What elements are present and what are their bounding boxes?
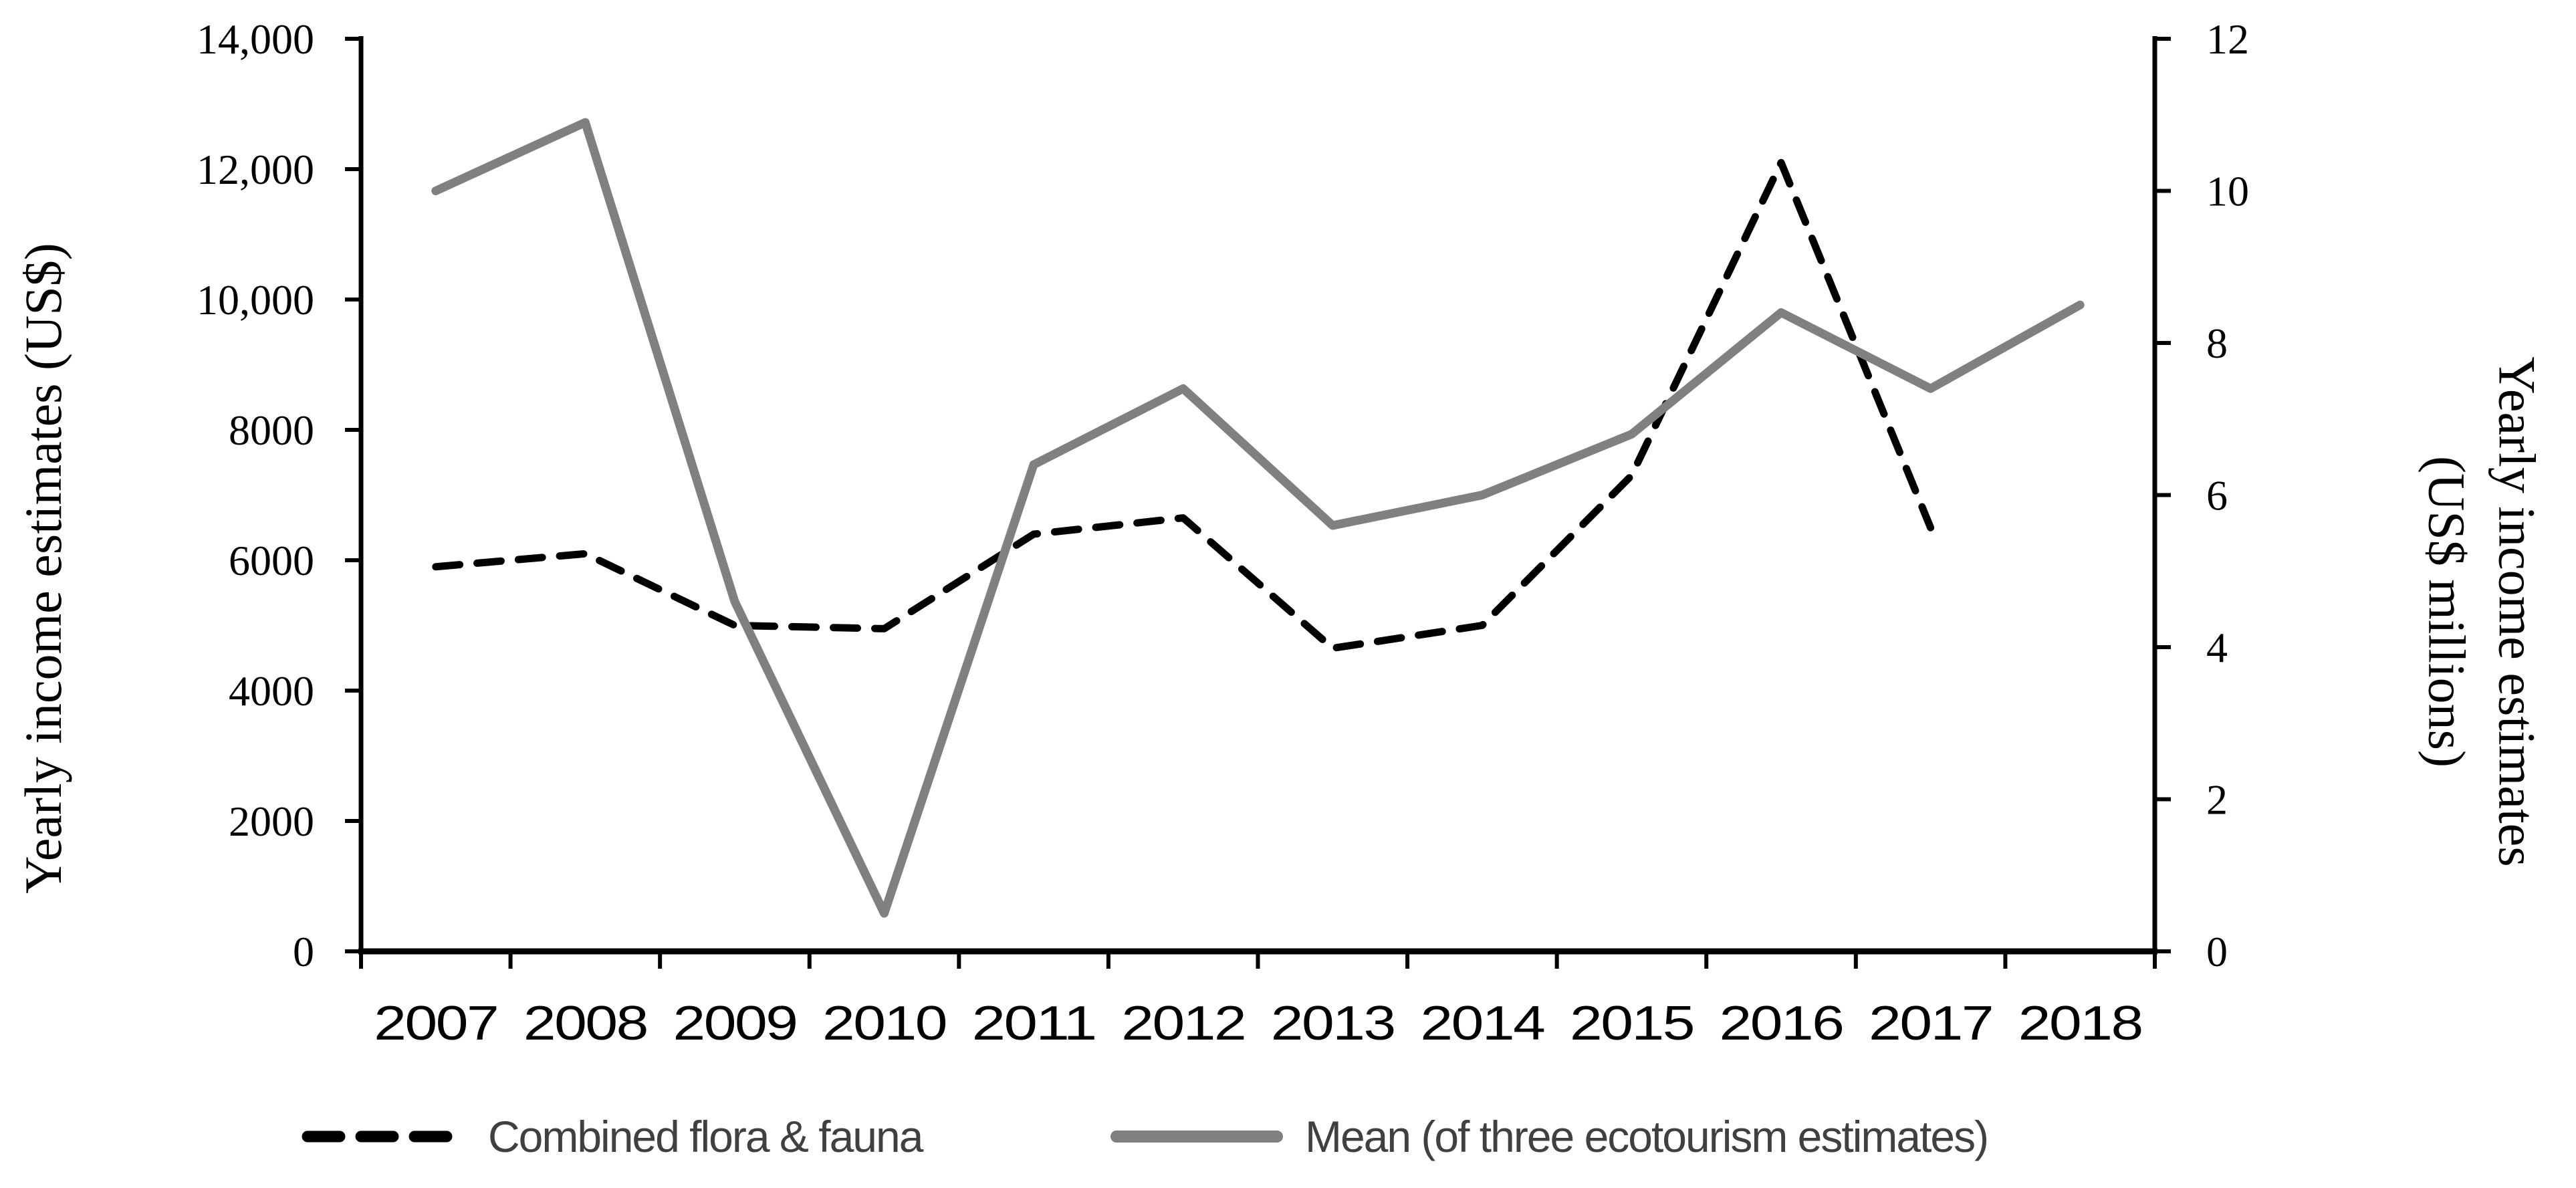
right-axis-tick-label: 8 [2206, 320, 2228, 367]
x-axis-label: 2018 [2018, 997, 2142, 1050]
right-axis-title-line1: Yearly income estimates [2488, 356, 2547, 867]
left-axis-tick-label: 14,000 [197, 15, 314, 63]
x-axis-label: 2008 [523, 997, 647, 1050]
dashed-line-swatch-icon [302, 1131, 468, 1143]
x-axis-label: 2013 [1271, 997, 1395, 1050]
series-line-combined-flora-fauna [432, 158, 1935, 652]
right-axis-tick-label: 10 [2206, 168, 2249, 215]
series-line-mean-ecotourism [431, 118, 2085, 918]
left-axis-tick-label: 4000 [229, 667, 314, 715]
x-axis-label: 2011 [972, 997, 1096, 1050]
right-axis-title-line2: (US$ millions) [2418, 456, 2476, 767]
right-axis-title: Yearly income estimates (US$ millions) [2412, 356, 2553, 866]
x-axis-label: 2015 [1570, 997, 1693, 1050]
left-axis-tick-label: 0 [293, 928, 314, 975]
x-axis-label: 2012 [1121, 997, 1245, 1050]
right-axis-tick-label: 12 [2206, 15, 2249, 63]
left-axis-tick-label: 2000 [229, 798, 314, 845]
x-axis-label: 2017 [1869, 997, 1992, 1050]
right-axis-tick-label: 2 [2206, 776, 2228, 824]
x-axis-label: 2010 [822, 997, 946, 1050]
x-axis-label: 2016 [1720, 997, 1843, 1050]
left-axis-tick-label: 8000 [229, 406, 314, 454]
right-axis-tick-label: 0 [2206, 928, 2228, 975]
right-axis-tick-label: 6 [2206, 472, 2228, 519]
x-axis-label: 2007 [374, 997, 497, 1050]
x-axis-label: 2014 [1420, 997, 1544, 1050]
left-axis-tick-label: 12,000 [197, 146, 314, 193]
left-axis-tick-label: 10,000 [197, 276, 314, 324]
legend-label-mean-ecotourism: Mean (of three ecotourism estimates) [1305, 1112, 1989, 1161]
legend-label-combined-flora-fauna: Combined flora & fauna [488, 1112, 923, 1161]
solid-line-swatch-icon [1110, 1131, 1283, 1143]
right-axis-tick-label: 4 [2206, 624, 2228, 671]
x-axis-label: 2009 [673, 997, 796, 1050]
left-axis-tick-label: 6000 [229, 537, 314, 584]
left-axis-title: Yearly income estimates (US$) [14, 243, 72, 894]
